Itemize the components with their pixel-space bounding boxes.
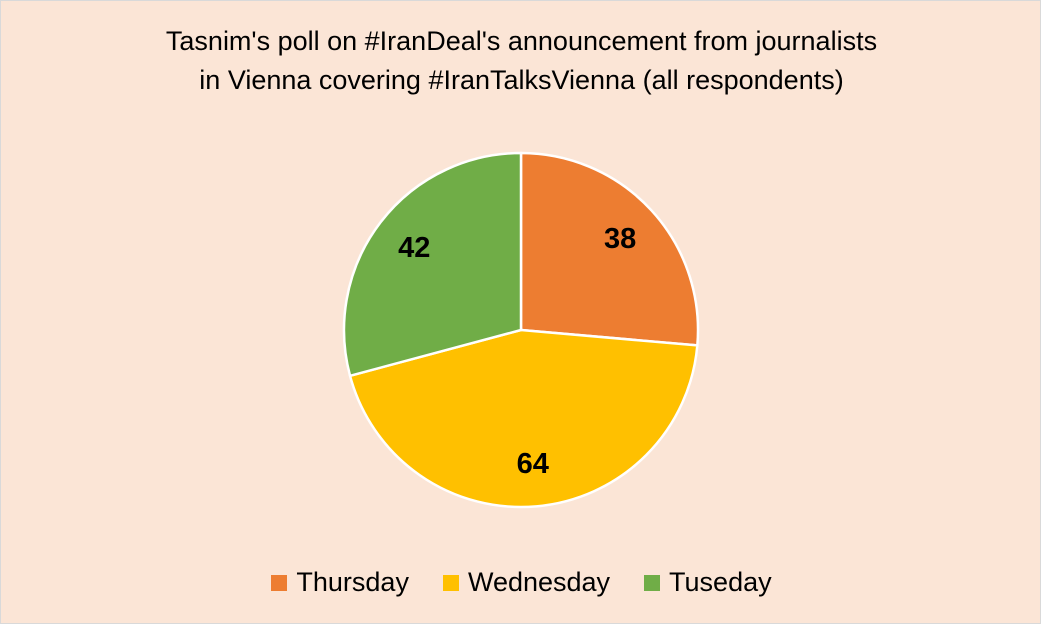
data-label-tuseday: 42 <box>398 232 430 264</box>
pie-slice-tuseday <box>342 151 523 378</box>
legend-item-tuseday: Tuseday <box>644 567 772 598</box>
chart-title-line-2: in Vienna covering #IranTalksVienna (all… <box>199 65 844 95</box>
chart-title-line-1: Tasnim's poll on #IranDeal's announcemen… <box>165 26 878 56</box>
legend: Thursday Wednesday Tuseday <box>0 567 1043 598</box>
legend-swatch-wednesday <box>442 574 459 591</box>
legend-label-wednesday: Wednesday <box>467 567 611 597</box>
legend-label-thursday: Thursday <box>296 567 409 597</box>
data-label-thursday: 38 <box>604 223 636 255</box>
pie-slice-thursday <box>519 151 700 347</box>
legend-item-wednesday: Wednesday <box>442 567 611 598</box>
pie-slice-wednesday <box>348 328 699 509</box>
legend-item-thursday: Thursday <box>271 567 409 598</box>
data-label-wednesday: 64 <box>517 448 549 480</box>
legend-swatch-thursday <box>271 574 288 591</box>
legend-label-tuseday: Tuseday <box>669 567 772 597</box>
legend-swatch-tuseday <box>644 574 661 591</box>
chart-title: Tasnim's poll on #IranDeal's announcemen… <box>0 22 1043 100</box>
